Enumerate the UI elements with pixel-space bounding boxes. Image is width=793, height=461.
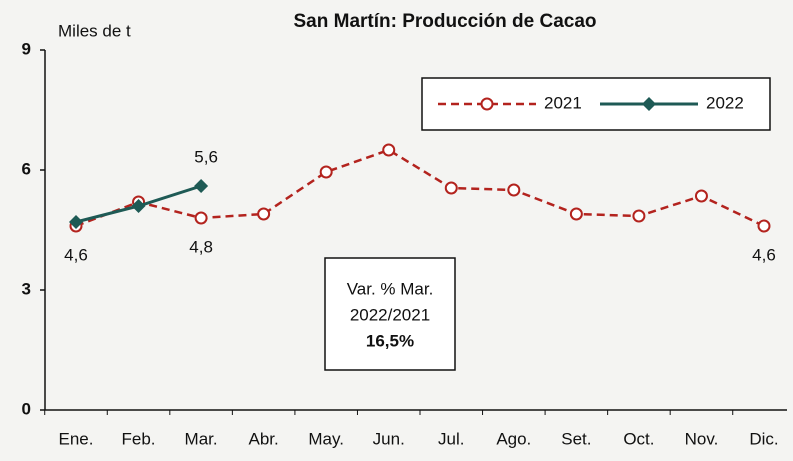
point	[194, 179, 209, 193]
point	[632, 209, 646, 223]
x-tick-label: Jul.	[438, 429, 464, 448]
point	[382, 143, 396, 157]
point	[480, 97, 494, 111]
data-label: 4,8	[189, 237, 213, 256]
x-tick-label: Set.	[561, 429, 591, 448]
x-tick-label: Ago.	[496, 429, 531, 448]
chart-title: San Martín: Producción de Cacao	[294, 11, 597, 32]
y-axis-label: Miles de t	[58, 21, 131, 40]
x-tick-label: Nov.	[685, 429, 719, 448]
annotation-text: 16,5%	[366, 331, 414, 350]
data-label: 4,6	[64, 245, 88, 264]
point	[757, 219, 771, 233]
legend-label: 2021	[544, 93, 582, 112]
x-tick-label: Ene.	[59, 429, 94, 448]
y-tick-label: 3	[22, 279, 31, 298]
x-tick-label: Jun.	[373, 429, 405, 448]
y-tick-label: 9	[22, 39, 31, 58]
annotation-text: 2022/2021	[350, 305, 430, 324]
point	[69, 215, 83, 229]
legend-label: 2022	[706, 93, 744, 112]
point	[257, 207, 271, 221]
x-tick-label: Feb.	[122, 429, 156, 448]
x-tick-label: Mar.	[185, 429, 218, 448]
data-label: 5,6	[194, 147, 218, 166]
point	[444, 181, 458, 195]
point	[319, 165, 333, 179]
point	[694, 189, 708, 203]
x-tick-label: Oct.	[623, 429, 654, 448]
point	[569, 207, 583, 221]
annotation-box	[324, 257, 456, 371]
point	[194, 211, 208, 225]
point	[131, 199, 146, 213]
series-line	[75, 148, 765, 228]
x-tick-label: May.	[308, 429, 344, 448]
annotation-text: Var. % Mar.	[347, 279, 434, 298]
x-tick-label: Abr.	[249, 429, 279, 448]
x-tick-label: Dic.	[749, 429, 778, 448]
data-label: 4,6	[752, 245, 776, 264]
y-tick-label: 6	[22, 159, 31, 178]
y-tick-label: 0	[22, 399, 31, 418]
point	[642, 97, 656, 111]
point	[507, 183, 521, 197]
